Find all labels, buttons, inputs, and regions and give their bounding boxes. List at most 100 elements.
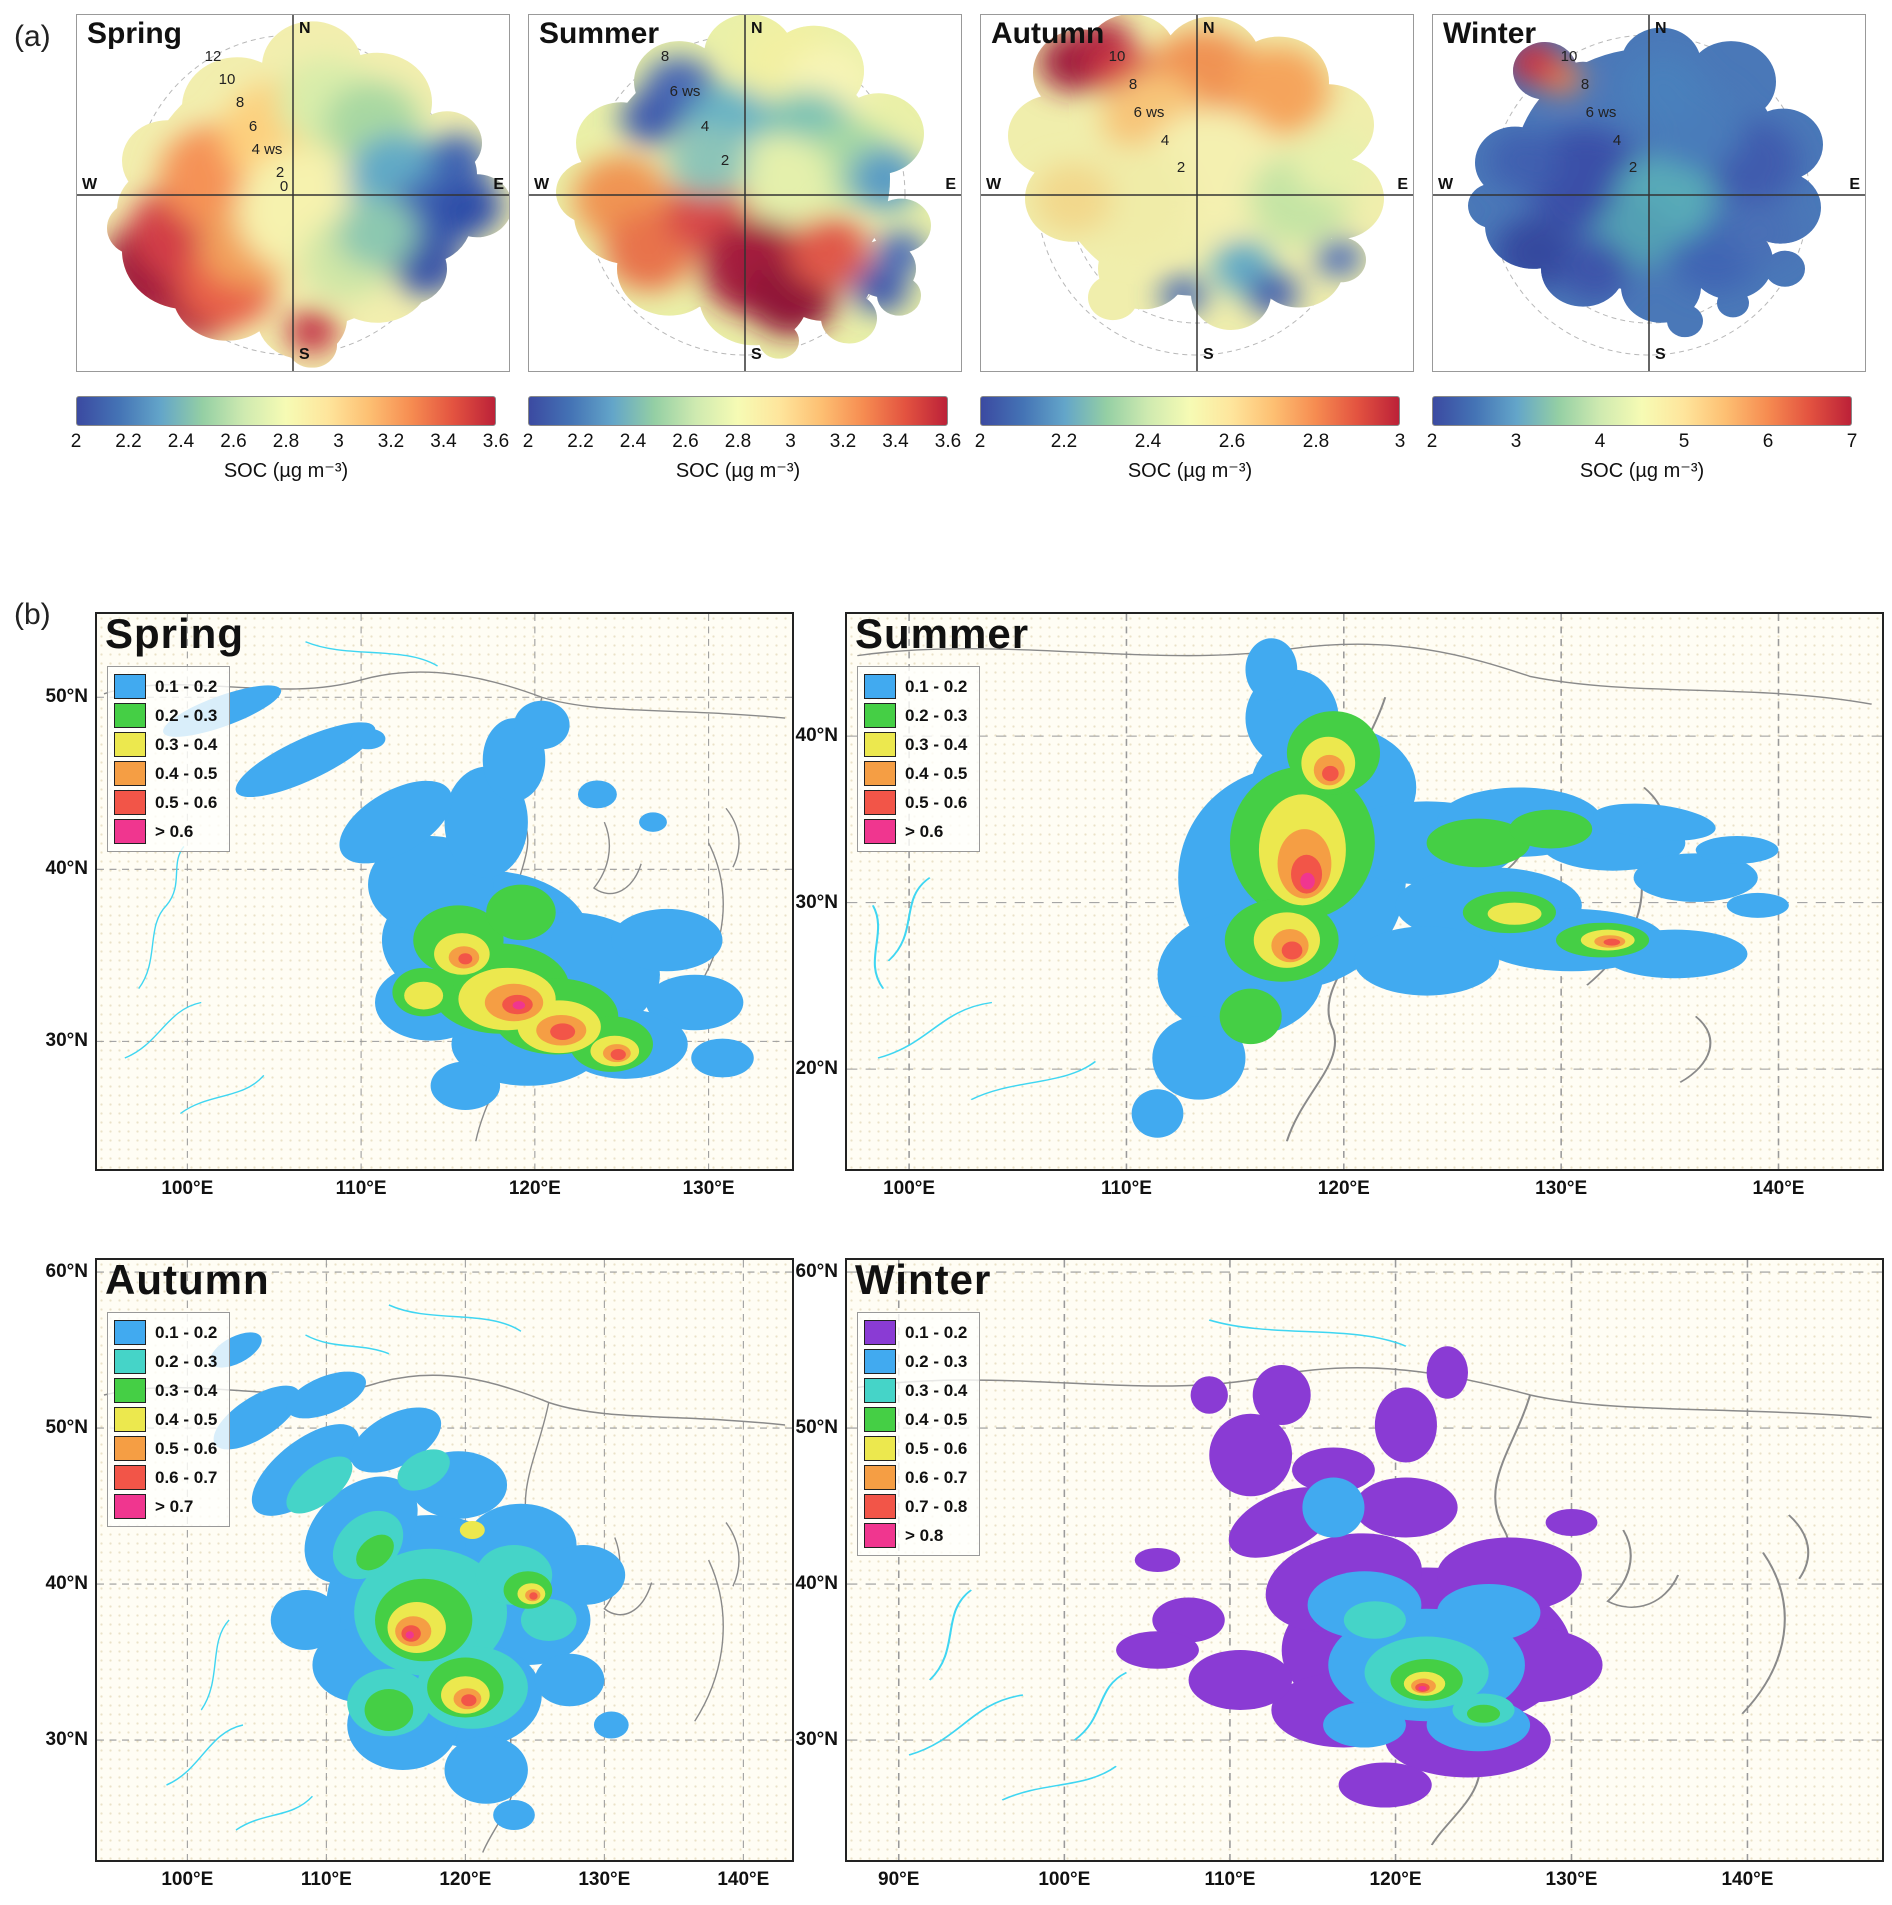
cbar-tick: 2.2 [115,431,142,452]
legend-swatch [114,761,146,786]
colorbar-ticks: 2 2.2 2.4 2.6 2.8 3 3.2 3.4 3.6 [71,431,510,455]
polar-title: Summer [539,17,660,50]
colorbar-label: SOC (µg m⁻³) [675,460,801,482]
legend-range: 0.5 - 0.6 [905,792,968,812]
legend-item: 0.2 - 0.3 [864,1347,967,1376]
compass-east-label: E [493,176,504,193]
radial-tick: 10 [1561,48,1578,65]
polar-group-autumn: 10 8 6 ws 4 2 N E S W Autumn 2 2.2 2.4 [975,14,1414,483]
map-panel-spring: Spring 0.1 - 0.2 0.2 - 0.3 0.3 - 0.4 0.4… [46,610,794,1199]
legend-item: > 0.8 [864,1521,967,1550]
rivers [871,877,1097,1101]
map-legend: 0.1 - 0.2 0.2 - 0.3 0.3 - 0.4 0.4 - 0.5 … [107,666,231,852]
cbar-tick: 3 [1510,431,1522,452]
legend-swatch [114,703,146,728]
cbar-tick: 3.6 [482,431,510,452]
lat-tick: 50°N [45,1417,88,1438]
legend-item: 0.2 - 0.3 [864,701,967,730]
lat-tick: 50°N [795,1417,838,1438]
map-title: Winter [855,1256,992,1303]
lon-tick: 120°E [1317,1178,1370,1199]
legend-swatch [114,790,146,815]
radial-tick: 8 [661,48,669,65]
cbar-tick: 3 [785,431,796,452]
legend-range: 0.4 - 0.5 [905,763,968,783]
legend-swatch [864,761,896,786]
lon-tick: 120°E [508,1178,561,1199]
cbar-tick: 3 [333,431,344,452]
compass-south-label: S [1655,346,1666,363]
radial-tick: 10 [219,71,236,88]
colorbar-gradient [1432,396,1852,426]
colorbar-autumn: 2 2.2 2.4 2.6 2.8 3 SOC (µg m⁻³) [975,396,1405,483]
polar-plot-spring: 12 10 8 6 4 ws 2 0 N E S W Spring [76,14,510,372]
lon-tick: 100°E [161,1178,214,1199]
soc-surface [1468,27,1823,338]
lon-tick: 140°E [717,1869,770,1890]
cbar-tick: 2.8 [272,431,300,452]
lon-tick: 140°E [1752,1178,1805,1199]
map-legend: 0.1 - 0.2 0.2 - 0.3 0.3 - 0.4 0.4 - 0.5 … [857,1312,981,1556]
radial-tick: 2 [1629,159,1637,176]
legend-item: 0.6 - 0.7 [864,1463,967,1492]
conc-band-5 [1300,872,1315,890]
legend-item: 0.1 - 0.2 [864,1318,967,1347]
polar-title: Spring [87,17,182,50]
legend-range: 0.2 - 0.3 [155,1351,218,1371]
lat-tick: 30°N [795,1729,838,1750]
cbar-tick: 2.8 [724,431,752,452]
compass-west-label: W [1438,176,1454,193]
legend-swatch [864,1349,896,1374]
cbar-tick: 4 [1594,431,1606,452]
compass-north-label: N [1655,20,1667,37]
legend-swatch [864,703,896,728]
lon-tick: 100°E [1038,1869,1091,1890]
map-title: Summer [855,610,1030,657]
legend-range: 0.3 - 0.4 [155,734,218,754]
cbar-tick: 3.4 [430,431,457,452]
legend-item: 0.1 - 0.2 [114,672,217,701]
legend-swatch [114,1465,146,1490]
lon-tick: 100°E [161,1869,214,1890]
cbar-tick: 7 [1846,431,1858,452]
legend-item: 0.3 - 0.4 [864,730,967,759]
lat-tick: 20°N [795,1058,838,1080]
map-canvas-autumn [97,1260,792,1860]
legend-range: 0.3 - 0.4 [905,734,968,754]
compass-north-label: N [299,20,311,37]
lon-tick: 140°E [1721,1869,1774,1890]
lon-tick: 110°E [1100,1178,1152,1199]
legend-range: 0.5 - 0.6 [905,1438,968,1458]
radial-tick: 4 [701,118,709,135]
legend-range: 0.1 - 0.2 [155,676,218,696]
legend-item: 0.5 - 0.6 [864,788,967,817]
cbar-tick: 2 [522,431,534,452]
lat-tick: 60°N [795,1261,838,1282]
radial-tick: 12 [205,48,222,65]
radial-tick: 8 [236,94,244,111]
conc-band-0 [1131,638,1789,1138]
cbar-tick: 3.4 [882,431,909,452]
compass-north-label: N [751,20,763,37]
lon-tick: 120°E [439,1869,492,1890]
legend-item: 0.5 - 0.6 [114,788,217,817]
legend-item: 0.2 - 0.3 [114,1347,217,1376]
legend-swatch [864,1407,896,1432]
compass-west-label: W [82,176,98,193]
legend-range: 0.5 - 0.6 [155,1438,218,1458]
cbar-tick: 2.8 [1302,431,1330,452]
colorbar-gradient [76,396,496,426]
map-legend: 0.1 - 0.2 0.2 - 0.3 0.3 - 0.4 0.4 - 0.5 … [107,1312,231,1527]
radial-tick: 2 [276,164,284,181]
legend-item: > 0.7 [114,1492,217,1521]
lon-tick: 110°E [335,1178,387,1199]
legend-item: 0.5 - 0.6 [114,1434,217,1463]
polar-canvas-spring: 12 10 8 6 4 ws 2 0 N E S W [77,15,509,371]
colorbar-gradient [528,396,948,426]
legend-item: > 0.6 [864,817,967,846]
legend-range: 0.1 - 0.2 [905,1322,968,1342]
lat-tick: 60°N [45,1261,88,1282]
cbar-tick: 2.6 [672,431,699,452]
polar-canvas-autumn: 10 8 6 ws 4 2 N E S W [981,15,1413,371]
compass-west-label: W [534,176,550,193]
